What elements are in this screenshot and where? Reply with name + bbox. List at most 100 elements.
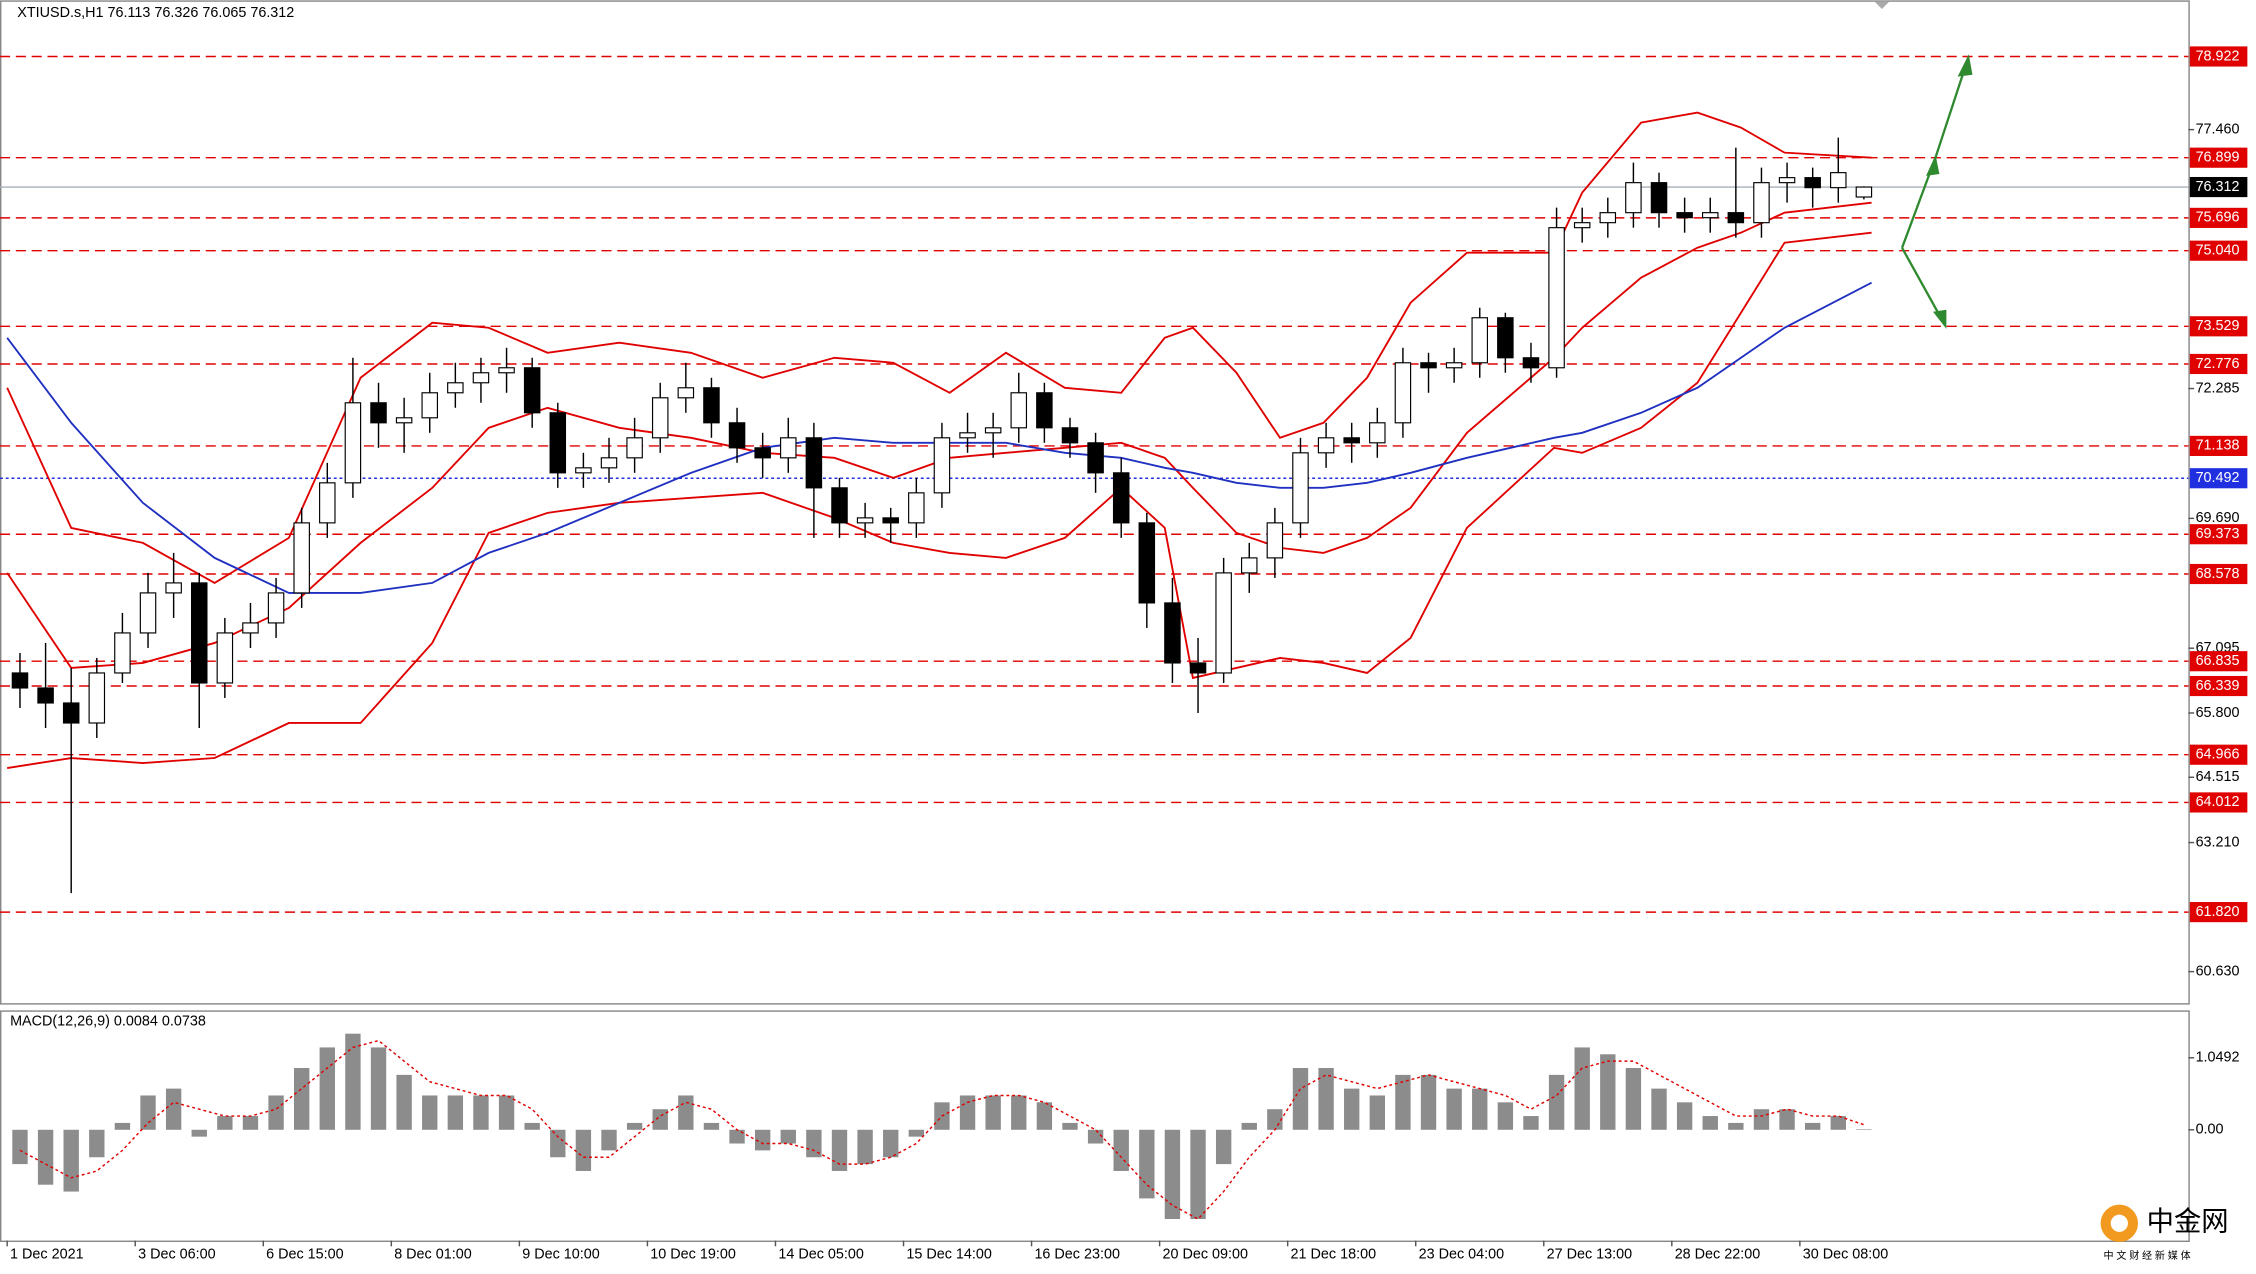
marker-box [2189,468,2248,489]
x-tick-label: 21 Dec 18:00 [1291,1247,1377,1263]
y-tick-label: 63.210 [2196,834,2240,850]
macd-bar [1369,1095,1385,1130]
macd-bar [1651,1088,1667,1130]
y-tick-label: 64.515 [2196,769,2240,785]
candle-body [267,592,285,624]
candle-body [62,702,80,724]
candle-body [421,392,438,419]
candle-body [1471,317,1489,364]
macd-bar [422,1095,438,1130]
candle-body [1010,392,1028,429]
candle-body [1112,472,1130,524]
candle-body [190,582,208,684]
macd-bar [831,1129,848,1171]
x-tick-label: 14 Dec 05:00 [778,1247,864,1263]
macd-bar [1600,1054,1616,1130]
level-box [2189,651,2248,672]
macd-bar [1702,1116,1718,1130]
macd-bar [524,1122,540,1130]
x-tick-label: 15 Dec 14:00 [906,1247,992,1263]
candle-body [831,487,848,524]
y-tick-label: 69.690 [2196,510,2240,526]
macd-bar [780,1129,796,1144]
arrows [1900,54,1973,329]
candle-body [1292,452,1309,524]
macd-bar [473,1095,489,1130]
macd-bar [754,1129,771,1151]
candle-body [1240,557,1258,574]
macd-bar [1241,1122,1257,1130]
macd-bar [626,1122,643,1130]
candle-body [319,482,336,524]
candle-body [1138,522,1156,604]
macd-bar [242,1116,259,1130]
macd-bar [1395,1074,1411,1130]
x-tick-label: 16 Dec 23:00 [1034,1247,1120,1263]
candle-body [523,367,541,414]
arrow-head [1926,154,1940,176]
candle-body [139,592,157,634]
macd-bar [1113,1129,1129,1171]
macd-panel [0,1010,2190,1243]
macd-bar [883,1129,899,1158]
candle-body [472,372,490,384]
macd-bar [217,1116,233,1130]
last-price-box [2189,176,2248,198]
candle-body [703,387,720,424]
candle-body [11,672,29,689]
candle-body [1804,177,1821,189]
macd-bar [319,1047,335,1130]
macd-bar [498,1095,515,1130]
candle-body [908,492,925,524]
candle-body [165,582,182,594]
macd-bar [1190,1129,1206,1220]
candle-body [1727,212,1745,224]
candle-body [1420,362,1437,369]
macd-bar [1318,1068,1334,1130]
candle-body [498,367,515,374]
macd-bar [550,1129,566,1158]
signal-line [19,1039,1865,1220]
arrow-head [1957,54,1973,77]
marker-label: 70.492 [2196,470,2240,486]
macd-bar [1420,1074,1437,1130]
candle-body [1394,362,1412,424]
arrow-head [1933,309,1947,329]
last-price-label: 76.312 [2196,179,2240,195]
indicator-line [6,201,1872,669]
x-tick-label: 28 Dec 22:00 [1675,1247,1761,1263]
candle-body [1369,422,1386,444]
macd-bar [268,1095,284,1130]
level-label: 71.138 [2196,438,2240,454]
macd-bar [396,1074,412,1130]
level-box [2189,316,2248,337]
y-tick-label: 1.0492 [2196,1050,2240,1066]
indicator-line [6,281,1873,594]
candle-body [933,437,951,494]
candle-body [344,402,362,484]
candle-body [242,622,259,634]
x-tick-label: 9 Dec 10:00 [522,1247,600,1263]
y-tick-label: 60.630 [2196,963,2240,979]
level-label: 64.966 [2196,747,2240,763]
level-label: 75.040 [2196,242,2240,258]
watermark-slogan: 中 文 财 经 新 媒 体 [2103,1249,2190,1262]
macd-bar [1523,1116,1539,1130]
macd-bar [12,1129,28,1165]
y-tick-label: 65.800 [2196,705,2240,721]
candle-body [984,427,1002,434]
candle-body [293,522,310,594]
level-box [2189,792,2248,813]
macd-bar [652,1109,668,1130]
candle-body [1215,572,1232,674]
x-tick-label: 23 Dec 04:00 [1419,1247,1505,1263]
macd-bar [857,1129,873,1165]
macd-bar [1446,1088,1462,1130]
candle-body [754,447,771,459]
y-tick-label: 77.460 [2196,121,2240,137]
x-tick-label: 1 Dec 2021 [10,1247,84,1263]
candle-body [1650,182,1668,214]
